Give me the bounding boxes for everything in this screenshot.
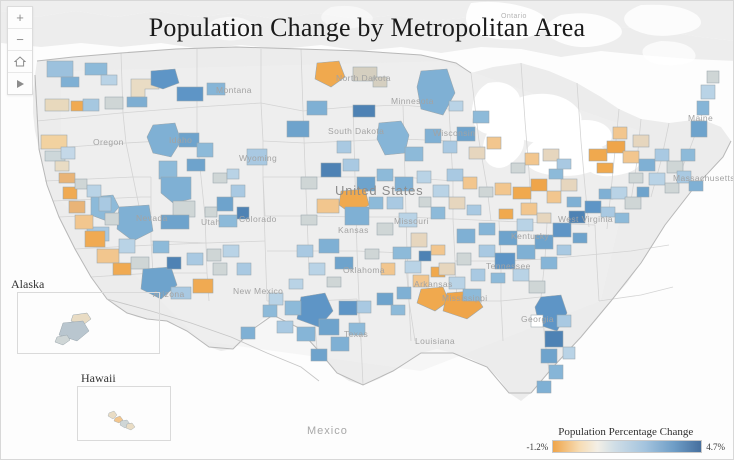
map-legend: Population Percentage Change -1.2% 4.7% <box>526 426 725 453</box>
legend-max-label: 4.7% <box>706 441 725 452</box>
zoom-in-button[interactable]: + <box>8 7 32 29</box>
play-icon <box>17 79 24 88</box>
legend-scale: -1.2% 4.7% <box>526 440 725 453</box>
legend-gradient-bar <box>552 440 703 453</box>
play-button[interactable] <box>8 73 32 94</box>
inset-box-alaska <box>17 292 160 354</box>
inset-label-hawaii: Hawaii <box>81 371 116 385</box>
home-icon <box>14 56 26 67</box>
map-navigation-controls: + − <box>7 6 33 95</box>
plus-icon: + <box>16 10 24 25</box>
inset-box-hawaii <box>77 386 171 441</box>
minus-icon: − <box>16 32 24 47</box>
legend-min-label: -1.2% <box>526 441 549 452</box>
inset-label-alaska: Alaska <box>11 277 45 291</box>
legend-title: Population Percentage Change <box>558 426 694 438</box>
zoom-out-button[interactable]: − <box>8 29 32 51</box>
home-button[interactable] <box>8 51 32 73</box>
